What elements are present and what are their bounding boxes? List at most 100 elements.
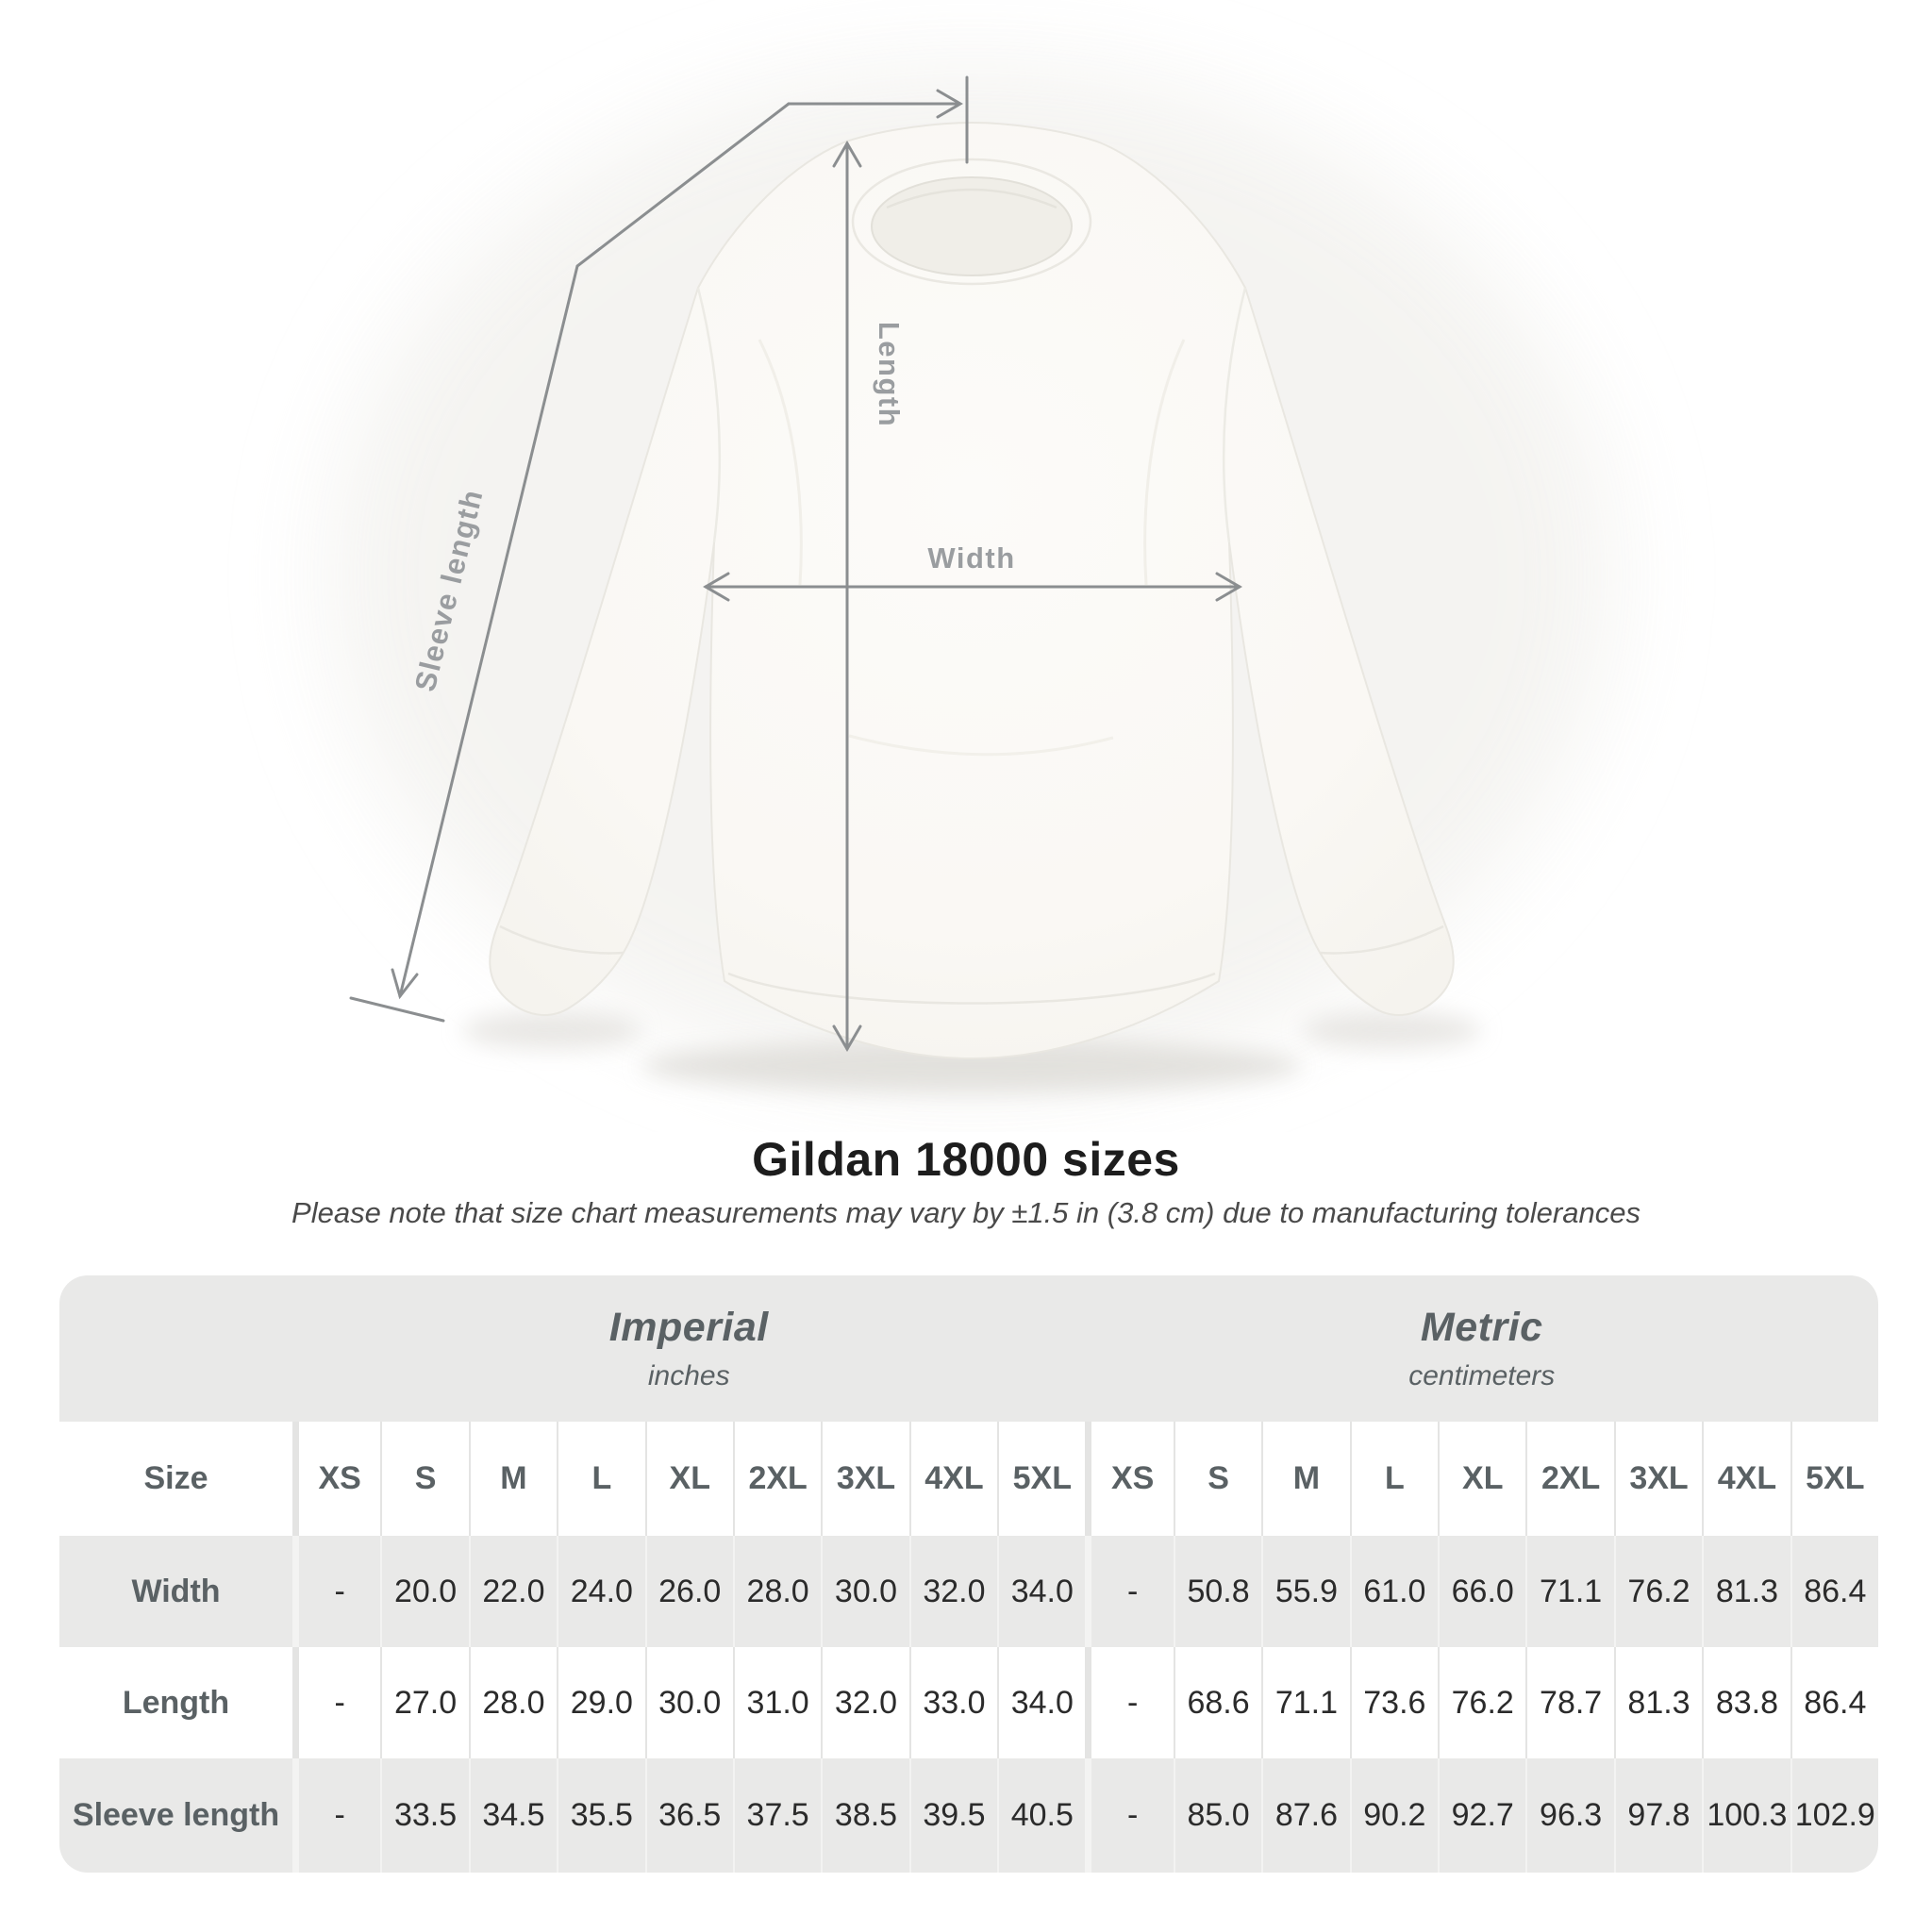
arrowhead-down xyxy=(832,1024,862,1052)
imperial-group-unit: inches xyxy=(647,1360,730,1391)
table-cell: 61.0 xyxy=(1349,1536,1438,1647)
left-armhole-seam xyxy=(696,287,722,543)
table-cell: 97.8 xyxy=(1613,1758,1702,1873)
table-cell: 86.4 xyxy=(1790,1536,1878,1647)
table-cell: - xyxy=(1085,1647,1173,1758)
table-cell: - xyxy=(292,1536,380,1647)
table-cell: 87.6 xyxy=(1261,1758,1349,1873)
size-header-cell: XL xyxy=(644,1422,733,1536)
table-cell: 78.7 xyxy=(1525,1647,1613,1758)
table-cell: - xyxy=(292,1758,380,1873)
table-cell: 76.2 xyxy=(1613,1536,1702,1647)
size-column-header: Size xyxy=(143,1460,208,1496)
hem-shadow xyxy=(641,1040,1302,1092)
sweatshirt-illustration: Length Width Sleeve length xyxy=(330,66,1613,1092)
table-cell: 102.9 xyxy=(1790,1758,1878,1873)
table-cell: 34.5 xyxy=(468,1758,557,1873)
length-measure-label: Length xyxy=(873,322,906,427)
table-cell: 100.3 xyxy=(1702,1758,1790,1873)
table-cell: 33.5 xyxy=(380,1758,468,1873)
size-header-cell: 3XL xyxy=(821,1422,908,1536)
right-cuff-shadow xyxy=(1302,1011,1481,1049)
table-cell: 92.7 xyxy=(1438,1758,1525,1873)
table-cell: 71.1 xyxy=(1525,1536,1613,1647)
table-cell: - xyxy=(1085,1758,1173,1873)
table-cell: 40.5 xyxy=(997,1758,1085,1873)
table-cell: 33.0 xyxy=(908,1647,997,1758)
table-cell: 76.2 xyxy=(1438,1647,1525,1758)
right-cuff-seam xyxy=(1320,924,1444,955)
sleeve-length-row: Sleeve length -33.5 34.5 35.5 36.5 37.5 38.5 39… xyxy=(59,1758,1878,1873)
width-arrow xyxy=(703,572,1242,602)
fold-line xyxy=(848,734,1114,757)
table-cell: 24.0 xyxy=(557,1536,644,1647)
width-measure-label: Width xyxy=(927,541,1015,575)
table-cell: 34.0 xyxy=(997,1536,1085,1647)
table-cell: 35.5 xyxy=(557,1758,644,1873)
fold-line xyxy=(758,339,803,586)
end-tick xyxy=(349,996,445,1023)
sweatshirt-measurement-diagram: Length Width Sleeve length xyxy=(330,66,1613,1092)
size-header-cell: 4XL xyxy=(1702,1422,1790,1536)
table-cell: 32.0 xyxy=(821,1647,908,1758)
table-cell: 96.3 xyxy=(1525,1758,1613,1873)
size-table: Imperial inches Metric centimeters Size X… xyxy=(59,1275,1878,1873)
length-row: Length -27.0 28.0 29.0 30.0 31.0 32.0 33.0 34.0-… xyxy=(59,1647,1878,1758)
sweatshirt-body xyxy=(489,121,1455,1060)
top-reference-arrow xyxy=(787,75,969,164)
table-cell: - xyxy=(1085,1536,1173,1647)
table-cell: 86.4 xyxy=(1790,1647,1878,1758)
size-header-cell: 2XL xyxy=(1525,1422,1613,1536)
table-cell: 22.0 xyxy=(468,1536,557,1647)
table-cell: 38.5 xyxy=(821,1758,908,1873)
left-cuff-shadow xyxy=(462,1011,641,1049)
table-cell: 50.8 xyxy=(1173,1536,1261,1647)
size-header-cell: M xyxy=(468,1422,557,1536)
right-armhole-seam xyxy=(1222,287,1247,543)
table-cell: 28.0 xyxy=(732,1536,821,1647)
page-title: Gildan 18000 sizes xyxy=(752,1133,1180,1186)
band-corner xyxy=(59,1275,292,1422)
metric-group-unit: centimeters xyxy=(1408,1360,1556,1391)
table-cell: 39.5 xyxy=(908,1758,997,1873)
arrowhead-down-left xyxy=(391,968,419,1000)
table-cell: 26.0 xyxy=(644,1536,733,1647)
tolerance-note: Please note that size chart measurements… xyxy=(291,1196,1641,1229)
metric-group-title: Metric xyxy=(1420,1305,1543,1350)
size-header-cell: XS xyxy=(292,1422,380,1536)
table-cell: 30.0 xyxy=(644,1647,733,1758)
table-cell: 85.0 xyxy=(1173,1758,1261,1873)
table-cell: 27.0 xyxy=(380,1647,468,1758)
imperial-group-title: Imperial xyxy=(608,1305,769,1350)
size-header-cell: 5XL xyxy=(1790,1422,1878,1536)
hem-seam xyxy=(727,972,1216,1005)
collar-outer-seam xyxy=(851,158,1092,286)
table-cell: 28.0 xyxy=(468,1647,557,1758)
table-cell: 81.3 xyxy=(1613,1647,1702,1758)
size-header-cell: XS xyxy=(1085,1422,1173,1536)
table-cell: 32.0 xyxy=(908,1536,997,1647)
table-cell: 90.2 xyxy=(1349,1758,1438,1873)
arrowhead-right xyxy=(936,89,963,119)
table-cell: 31.0 xyxy=(732,1647,821,1758)
size-header-cell: S xyxy=(380,1422,468,1536)
table-cell: 73.6 xyxy=(1349,1647,1438,1758)
table-cell: 83.8 xyxy=(1702,1647,1790,1758)
table-cell: 71.1 xyxy=(1261,1647,1349,1758)
table-cell: 55.9 xyxy=(1261,1536,1349,1647)
size-header-cell: XL xyxy=(1438,1422,1525,1536)
imperial-group-header: Imperial inches xyxy=(292,1275,1086,1422)
units-header-band: Imperial inches Metric centimeters xyxy=(59,1275,1878,1422)
size-header-cell: 5XL xyxy=(997,1422,1085,1536)
metric-group-header: Metric centimeters xyxy=(1086,1275,1879,1422)
table-cell: 81.3 xyxy=(1702,1536,1790,1647)
table-cell: 29.0 xyxy=(557,1647,644,1758)
size-header-cell: M xyxy=(1261,1422,1349,1536)
arrowhead-right xyxy=(1215,572,1242,602)
size-header-cell: S xyxy=(1173,1422,1261,1536)
table-cell: 36.5 xyxy=(644,1758,733,1873)
row-label: Width xyxy=(131,1573,221,1609)
collar-opening xyxy=(871,176,1073,276)
arrowhead-left xyxy=(703,572,730,602)
size-header-cell: L xyxy=(1349,1422,1438,1536)
